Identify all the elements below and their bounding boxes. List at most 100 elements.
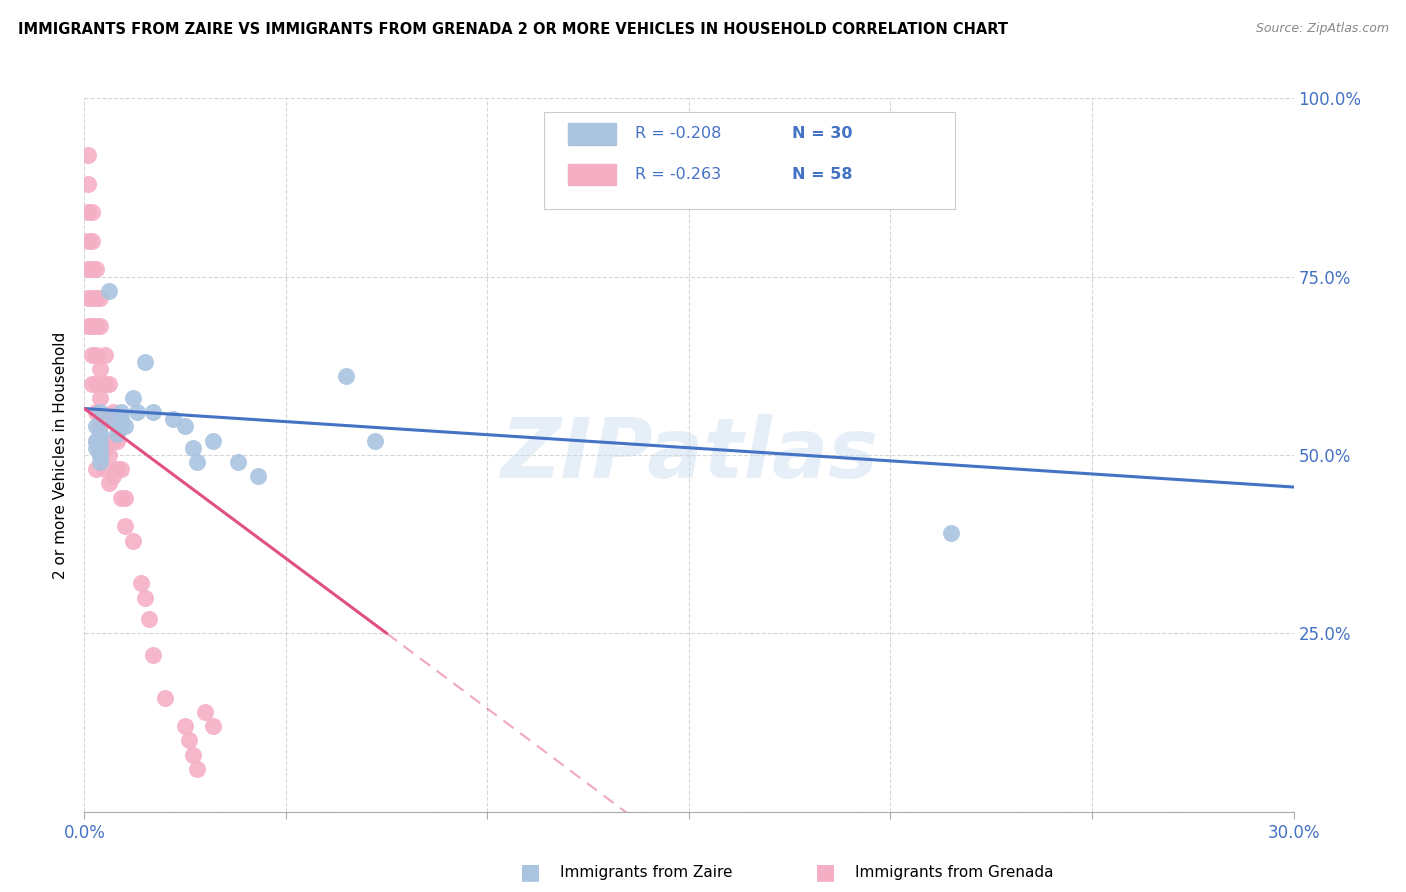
Point [97, 448, 120, 462]
Text: Immigrants from Zaire: Immigrants from Zaire [560, 865, 733, 880]
Point [86, 441, 108, 455]
Point [194, 705, 217, 719]
Point [114, 419, 136, 434]
Point [142, 405, 165, 419]
Point [246, 469, 269, 483]
Point [101, 469, 124, 483]
Point [226, 455, 249, 469]
Point [86, 462, 108, 476]
Point [335, 369, 357, 384]
Point [114, 519, 136, 533]
Text: R = -0.208: R = -0.208 [634, 127, 721, 141]
Point [186, 762, 208, 776]
Point [97, 376, 120, 391]
Point [174, 419, 197, 434]
Point [93, 441, 115, 455]
Point [114, 491, 136, 505]
Point [89, 441, 111, 455]
Point [101, 405, 124, 419]
Point [86, 262, 108, 277]
Point [89, 434, 111, 448]
Point [105, 462, 128, 476]
Text: ZIPatlas: ZIPatlas [501, 415, 877, 495]
Point [86, 376, 108, 391]
FancyBboxPatch shape [568, 123, 616, 145]
Text: N = 30: N = 30 [792, 127, 852, 141]
Point [105, 426, 128, 441]
Point [82, 319, 104, 334]
Point [142, 648, 165, 662]
Point [129, 576, 152, 591]
Point [86, 348, 108, 362]
Point [179, 733, 201, 747]
Point [202, 434, 225, 448]
Point [121, 391, 143, 405]
Point [82, 205, 104, 219]
Point [181, 747, 204, 762]
Point [89, 448, 111, 462]
Point [181, 441, 204, 455]
Point [77, 148, 100, 162]
Point [77, 319, 100, 334]
Point [82, 234, 104, 248]
Point [93, 462, 115, 476]
Point [86, 434, 108, 448]
Point [77, 234, 100, 248]
Point [101, 412, 124, 426]
Point [97, 284, 120, 298]
Point [86, 405, 108, 419]
Text: ■: ■ [520, 863, 541, 882]
Text: ■: ■ [815, 863, 837, 882]
Point [363, 434, 385, 448]
Point [110, 419, 132, 434]
Point [77, 177, 100, 191]
Point [202, 719, 225, 733]
Point [82, 348, 104, 362]
Point [97, 412, 120, 426]
Point [82, 291, 104, 305]
Point [86, 434, 108, 448]
Point [86, 319, 108, 334]
Point [89, 362, 111, 376]
Point [125, 405, 148, 419]
Point [77, 291, 100, 305]
Point [89, 319, 111, 334]
Point [121, 533, 143, 548]
Point [110, 405, 132, 419]
FancyBboxPatch shape [544, 112, 955, 209]
Point [186, 455, 208, 469]
Point [89, 405, 111, 419]
Y-axis label: 2 or more Vehicles in Household: 2 or more Vehicles in Household [53, 331, 69, 579]
Point [82, 262, 104, 277]
Point [97, 476, 120, 491]
Point [89, 448, 111, 462]
FancyBboxPatch shape [568, 164, 616, 186]
Text: IMMIGRANTS FROM ZAIRE VS IMMIGRANTS FROM GRENADA 2 OR MORE VEHICLES IN HOUSEHOLD: IMMIGRANTS FROM ZAIRE VS IMMIGRANTS FROM… [18, 22, 1008, 37]
Point [77, 262, 100, 277]
Point [93, 376, 115, 391]
Point [101, 434, 124, 448]
Point [86, 291, 108, 305]
Point [105, 434, 128, 448]
Point [162, 412, 184, 426]
Point [93, 348, 115, 362]
Point [77, 205, 100, 219]
Point [110, 462, 132, 476]
Point [89, 419, 111, 434]
Text: Source: ZipAtlas.com: Source: ZipAtlas.com [1256, 22, 1389, 36]
Point [89, 426, 111, 441]
Point [153, 690, 176, 705]
Text: R = -0.263: R = -0.263 [634, 167, 721, 182]
Point [89, 391, 111, 405]
Point [93, 412, 115, 426]
Point [110, 491, 132, 505]
Point [174, 719, 197, 733]
Point [82, 376, 104, 391]
Point [939, 526, 962, 541]
Point [89, 291, 111, 305]
Point [134, 355, 156, 369]
Point [138, 612, 160, 626]
Text: N = 58: N = 58 [792, 167, 852, 182]
Point [89, 455, 111, 469]
Text: Immigrants from Grenada: Immigrants from Grenada [855, 865, 1053, 880]
